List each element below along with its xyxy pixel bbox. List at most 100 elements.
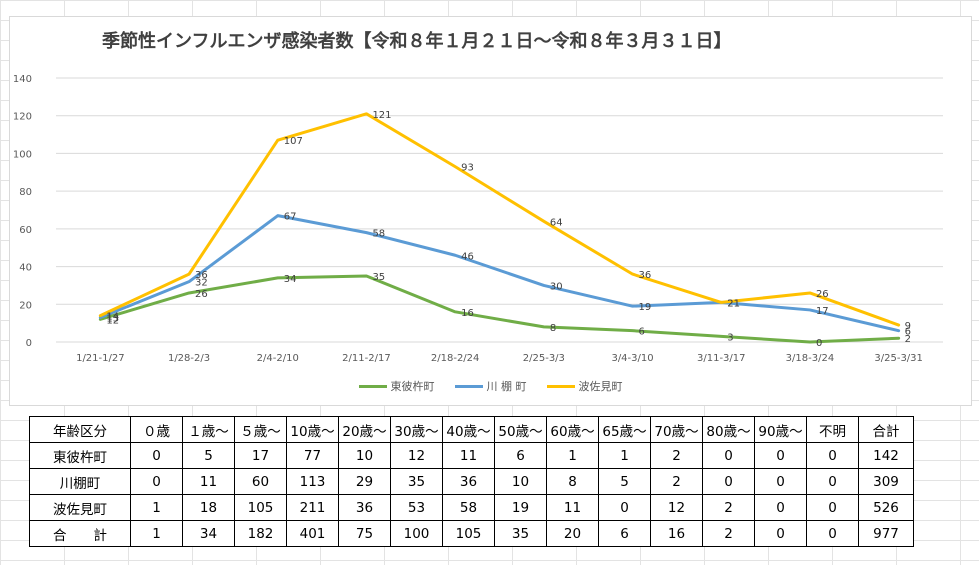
table-cell: 40歳～ [442, 416, 495, 443]
table-row: 波佐見町 1 18 105 211 36 53 58 19 11 0 12 2 0 0 526 [29, 494, 914, 521]
table-cell: 0 [806, 494, 859, 521]
table-cell: 65歳～ [598, 416, 651, 443]
table-cell: 142 [858, 442, 914, 469]
table-cell: 80歳～ [702, 416, 755, 443]
table-cell: 11 [546, 494, 599, 521]
table-header-row: 年齢区分 ０歳 １歳～ ５歳～ 10歳～ 20歳～ 30歳～ 40歳～ 50歳～ 60歳～ 65歳～… [29, 416, 914, 443]
table-cell: 12 [650, 494, 703, 521]
table-row: 東彼杵町 0 5 17 77 10 12 11 6 1 1 2 0 0 0 142 [29, 442, 914, 469]
legend-swatch [546, 384, 575, 388]
data-label: 0 [816, 338, 822, 349]
x-tick-label: 3/25-3/31 [874, 353, 923, 364]
y-tick-label: 100 [13, 149, 32, 160]
chart-title: 季節性インフルエンザ感染者数【令和８年１月２１日～令和８年３月３１日】 [102, 31, 732, 52]
data-label: 26 [195, 289, 208, 300]
x-tick-label: 3/11-3/17 [697, 353, 746, 364]
table-cell: １歳～ [182, 416, 235, 443]
table-cell: 6 [494, 442, 547, 469]
table-cell: 100 [390, 520, 443, 547]
legend-label: 川 棚 町 [486, 380, 527, 393]
table-cell: 29 [338, 468, 391, 495]
data-label: 32 [195, 278, 208, 289]
legend-label: 波佐見町 [578, 380, 623, 393]
x-tick-label: 2/4-2/10 [257, 353, 299, 364]
table-cell: 60 [234, 468, 287, 495]
data-label: 13 [106, 313, 119, 324]
data-label: 36 [639, 270, 652, 281]
legend-swatch [358, 384, 387, 388]
row-header-cell: 波佐見町 [29, 494, 131, 521]
x-tick-label: 3/4-3/10 [611, 353, 653, 364]
y-tick-label: 120 [13, 112, 32, 123]
data-label: 3 [727, 332, 733, 343]
age-group-table: 年齢区分 ０歳 １歳～ ５歳～ 10歳～ 20歳～ 30歳～ 40歳～ 50歳～ 60歳～ 65歳～… [29, 416, 914, 547]
row-header-cell: 川棚町 [29, 468, 131, 495]
table-cell: 0 [806, 468, 859, 495]
chart-legend: 東彼杵町 川 棚 町 波佐見町 [10, 378, 971, 394]
table-cell: 35 [494, 520, 547, 547]
data-label: 64 [550, 217, 563, 228]
data-label: 93 [461, 163, 474, 174]
data-label: 9 [905, 321, 911, 332]
table-cell: 11 [442, 442, 495, 469]
data-label: 8 [550, 323, 556, 334]
table-cell: 0 [754, 442, 807, 469]
table-cell: 309 [858, 468, 914, 495]
table-cell: 11 [182, 468, 235, 495]
data-label: 107 [284, 136, 303, 147]
table-cell: 977 [858, 520, 914, 547]
table-cell: 70歳～ [650, 416, 703, 443]
table-cell: 1 [130, 520, 183, 547]
data-label: 35 [372, 272, 385, 283]
legend-swatch [454, 384, 483, 388]
table-cell: 18 [182, 494, 235, 521]
row-header-cell: 東彼杵町 [29, 442, 131, 469]
table-cell: 17 [234, 442, 287, 469]
data-label: 12 [106, 315, 119, 326]
table-cell: 2 [650, 442, 703, 469]
table-row: 川棚町 0 11 60 113 29 35 36 10 8 5 2 0 0 0 309 [29, 468, 914, 495]
table-cell: 75 [338, 520, 391, 547]
row-header-cell: 合 計 [29, 520, 131, 547]
table-cell: 211 [286, 494, 339, 521]
table-cell: ５歳～ [234, 416, 287, 443]
table-cell: 10 [494, 468, 547, 495]
data-label: 67 [284, 212, 297, 223]
table-cell: 5 [182, 442, 235, 469]
table-cell: 0 [806, 442, 859, 469]
y-tick-label: 140 [13, 74, 32, 85]
table-cell: 12 [390, 442, 443, 469]
legend-item-2: 川 棚 町 [454, 378, 527, 394]
table-cell: 16 [650, 520, 703, 547]
data-label: 16 [461, 308, 474, 319]
x-tick-label: 2/18-2/24 [431, 353, 480, 364]
table-cell: 0 [130, 468, 183, 495]
x-tick-label: 2/25-3/3 [523, 353, 565, 364]
table-cell: 不明 [806, 416, 859, 443]
table-cell: 53 [390, 494, 443, 521]
y-tick-label: 0 [26, 338, 32, 349]
data-label: 21 [727, 298, 740, 309]
data-label: 36 [195, 270, 208, 281]
data-label: 6 [905, 327, 911, 338]
table-cell: 0 [702, 442, 755, 469]
x-tick-label: 1/28-2/3 [168, 353, 210, 364]
table-cell: 0 [754, 494, 807, 521]
data-label: 17 [816, 306, 829, 317]
table-cell: 90歳～ [754, 416, 807, 443]
table-cell: 105 [442, 520, 495, 547]
data-label: 6 [639, 327, 645, 338]
table-cell: 0 [754, 468, 807, 495]
data-label: 19 [639, 302, 652, 313]
data-label: 121 [372, 110, 391, 121]
row-header-cell: 年齢区分 [29, 416, 131, 443]
table-cell: 0 [702, 468, 755, 495]
table-cell: 2 [702, 520, 755, 547]
data-label: 34 [284, 274, 297, 285]
table-cell: 2 [650, 468, 703, 495]
table-cell: ０歳 [130, 416, 183, 443]
table-cell: 20歳～ [338, 416, 391, 443]
table-cell: 58 [442, 494, 495, 521]
y-tick-label: 20 [19, 300, 32, 311]
